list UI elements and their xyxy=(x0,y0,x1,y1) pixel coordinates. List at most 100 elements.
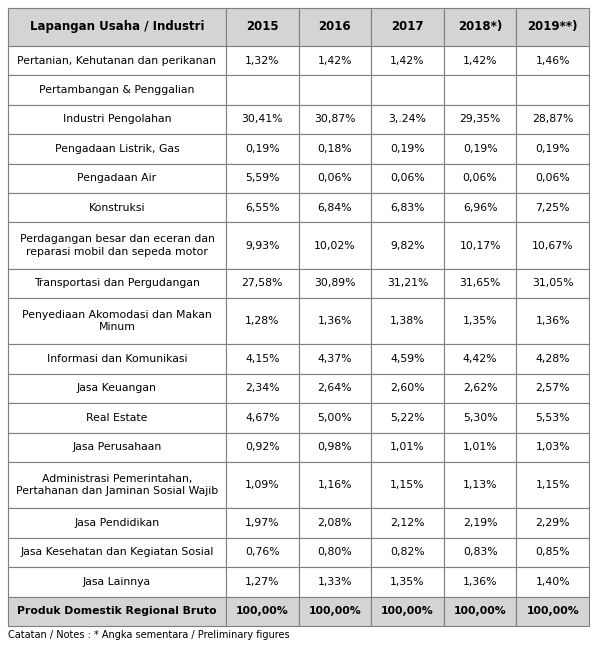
Text: 3,.24%: 3,.24% xyxy=(389,114,426,124)
Text: 1,40%: 1,40% xyxy=(536,577,570,587)
Bar xyxy=(516,8,589,46)
Text: 100,00%: 100,00% xyxy=(381,606,434,616)
Bar xyxy=(371,134,444,164)
Text: Konstruksi: Konstruksi xyxy=(89,203,145,213)
Bar xyxy=(444,269,516,298)
Text: 9,93%: 9,93% xyxy=(245,241,279,250)
Bar xyxy=(516,508,589,538)
Text: Jasa Pendidikan: Jasa Pendidikan xyxy=(75,518,159,528)
Bar xyxy=(371,567,444,596)
Text: Jasa Kesehatan dan Kegiatan Sosial: Jasa Kesehatan dan Kegiatan Sosial xyxy=(20,547,214,557)
Text: 2,08%: 2,08% xyxy=(318,518,352,528)
Text: 28,87%: 28,87% xyxy=(532,114,573,124)
Text: Industri Pengolahan: Industri Pengolahan xyxy=(63,114,171,124)
Text: 2,19%: 2,19% xyxy=(463,518,497,528)
Bar xyxy=(516,538,589,567)
Bar xyxy=(516,432,589,462)
Text: 5,00%: 5,00% xyxy=(318,413,352,423)
Bar xyxy=(8,432,226,462)
Bar xyxy=(371,403,444,432)
Text: 0,19%: 0,19% xyxy=(536,144,570,154)
Text: Informasi dan Komunikasi: Informasi dan Komunikasi xyxy=(47,354,187,364)
Bar xyxy=(8,193,226,222)
Text: Pertanian, Kehutanan dan perikanan: Pertanian, Kehutanan dan perikanan xyxy=(17,56,217,65)
Bar xyxy=(226,269,298,298)
Bar xyxy=(371,193,444,222)
Bar xyxy=(371,344,444,373)
Text: 0,06%: 0,06% xyxy=(390,173,425,183)
Text: 1,97%: 1,97% xyxy=(245,518,279,528)
Text: Lapangan Usaha / Industri: Lapangan Usaha / Industri xyxy=(30,20,204,33)
Text: 0,19%: 0,19% xyxy=(245,144,279,154)
Text: 1,38%: 1,38% xyxy=(390,316,424,326)
Text: 4,42%: 4,42% xyxy=(463,354,497,364)
Text: 6,83%: 6,83% xyxy=(390,203,424,213)
Text: 5,59%: 5,59% xyxy=(245,173,279,183)
Text: 5,53%: 5,53% xyxy=(536,413,570,423)
Text: 4,15%: 4,15% xyxy=(245,354,279,364)
Bar xyxy=(516,105,589,134)
Bar xyxy=(444,432,516,462)
Bar xyxy=(371,8,444,46)
Bar xyxy=(226,105,298,134)
Bar xyxy=(371,462,444,508)
Bar xyxy=(516,373,589,403)
Text: 7,25%: 7,25% xyxy=(536,203,570,213)
Bar xyxy=(298,134,371,164)
Bar xyxy=(226,46,298,75)
Bar xyxy=(371,538,444,567)
Bar xyxy=(371,75,444,105)
Bar xyxy=(371,269,444,298)
Text: Catatan / Notes : * Angka sementara / Preliminary figures: Catatan / Notes : * Angka sementara / Pr… xyxy=(8,630,290,640)
Text: 2,29%: 2,29% xyxy=(536,518,570,528)
Bar xyxy=(8,298,226,344)
Bar xyxy=(444,462,516,508)
Text: 1,42%: 1,42% xyxy=(390,56,424,65)
Bar xyxy=(8,105,226,134)
Text: 2,60%: 2,60% xyxy=(390,383,424,394)
Bar xyxy=(444,508,516,538)
Bar xyxy=(226,134,298,164)
Text: 100,00%: 100,00% xyxy=(454,606,506,616)
Bar xyxy=(516,269,589,298)
Bar xyxy=(8,403,226,432)
Text: 5,30%: 5,30% xyxy=(463,413,497,423)
Text: 1,32%: 1,32% xyxy=(245,56,279,65)
Text: 2016: 2016 xyxy=(319,20,351,33)
Text: Real Estate: Real Estate xyxy=(86,413,147,423)
Bar xyxy=(516,403,589,432)
Bar xyxy=(8,8,226,46)
Bar xyxy=(298,567,371,596)
Bar xyxy=(226,222,298,269)
Bar xyxy=(444,298,516,344)
Text: 1,15%: 1,15% xyxy=(536,480,570,490)
Text: 31,65%: 31,65% xyxy=(459,279,501,288)
Text: 9,82%: 9,82% xyxy=(390,241,424,250)
Bar xyxy=(516,596,589,626)
Text: 4,67%: 4,67% xyxy=(245,413,279,423)
Text: 1,01%: 1,01% xyxy=(390,442,424,453)
Text: 2,64%: 2,64% xyxy=(318,383,352,394)
Text: 0,98%: 0,98% xyxy=(318,442,352,453)
Bar xyxy=(444,134,516,164)
Bar xyxy=(226,403,298,432)
Bar xyxy=(371,46,444,75)
Bar xyxy=(298,298,371,344)
Bar xyxy=(516,344,589,373)
Text: 0,06%: 0,06% xyxy=(318,173,352,183)
Text: Penyediaan Akomodasi dan Makan
Minum: Penyediaan Akomodasi dan Makan Minum xyxy=(22,310,212,332)
Bar xyxy=(444,373,516,403)
Bar xyxy=(226,344,298,373)
Bar xyxy=(226,596,298,626)
Bar xyxy=(298,193,371,222)
Text: Pengadaan Listrik, Gas: Pengadaan Listrik, Gas xyxy=(54,144,179,154)
Bar xyxy=(298,403,371,432)
Bar xyxy=(8,344,226,373)
Bar xyxy=(226,508,298,538)
Bar xyxy=(226,8,298,46)
Bar xyxy=(444,164,516,193)
Bar xyxy=(444,344,516,373)
Bar xyxy=(371,298,444,344)
Bar xyxy=(226,462,298,508)
Text: 1,16%: 1,16% xyxy=(318,480,352,490)
